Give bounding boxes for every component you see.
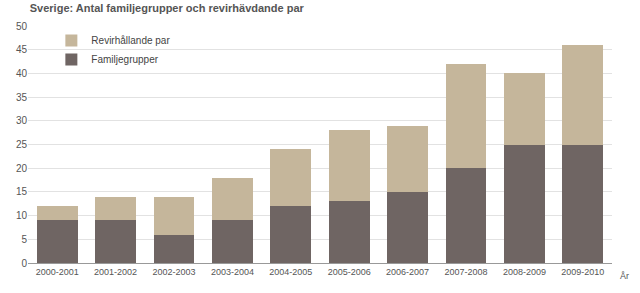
svg-text:Familjegrupper: Familjegrupper [91,54,158,65]
svg-text:Revirhållande par: Revirhållande par [91,35,170,46]
svg-text:25: 25 [16,139,28,150]
svg-text:2007-2008: 2007-2008 [444,267,487,277]
svg-text:2000-2001: 2000-2001 [36,267,79,277]
svg-text:45: 45 [16,44,28,55]
svg-text:30: 30 [16,115,28,126]
svg-text:Sverige: Antal familjegrupper: Sverige: Antal familjegrupper och revirh… [30,2,305,14]
svg-text:15: 15 [16,186,28,197]
svg-text:2006-2007: 2006-2007 [386,267,429,277]
svg-text:0: 0 [21,258,27,269]
svg-text:2003-2004: 2003-2004 [211,267,254,277]
svg-text:40: 40 [16,68,28,79]
svg-text:2002-2003: 2002-2003 [152,267,195,277]
svg-text:År: År [620,271,629,281]
svg-text:2005-2006: 2005-2006 [328,267,371,277]
svg-text:2004-2005: 2004-2005 [269,267,312,277]
svg-text:20: 20 [16,163,28,174]
svg-text:2009-2010: 2009-2010 [561,267,604,277]
svg-text:2008-2009: 2008-2009 [503,267,546,277]
svg-text:2001-2002: 2001-2002 [94,267,137,277]
svg-text:5: 5 [21,234,27,245]
svg-text:50: 50 [16,21,28,32]
svg-text:35: 35 [16,92,28,103]
svg-text:10: 10 [16,210,28,221]
